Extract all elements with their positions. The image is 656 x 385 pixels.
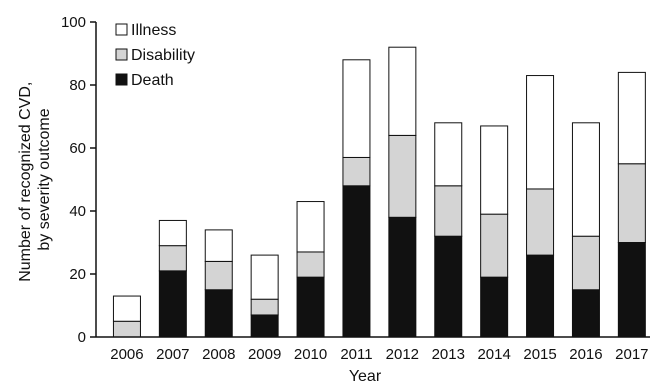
x-tick-label: 2015 <box>523 346 556 363</box>
bar-disability-2017 <box>617 163 646 243</box>
legend-label-disability: Disability <box>131 47 195 64</box>
y-tick-label: 80 <box>69 77 86 94</box>
bar-disability-2007 <box>158 245 187 272</box>
y-tick-label: 20 <box>69 266 86 283</box>
x-axis-title: Year <box>349 368 382 385</box>
bar-illness-2017 <box>617 71 646 165</box>
x-tick-label: 2017 <box>615 346 648 363</box>
y-axis-title-line-1: Number of recognized CVD, <box>17 82 34 282</box>
x-tick-label: 2008 <box>202 346 235 363</box>
bar-death-2017 <box>617 242 646 338</box>
x-tick-label: 2016 <box>569 346 602 363</box>
bar-death-2013 <box>434 235 463 338</box>
bar-disability-2016 <box>571 235 600 291</box>
legend-swatch-illness <box>115 23 128 36</box>
y-axis-title: Number of recognized CVD, by severity ou… <box>17 77 53 282</box>
bar-disability-2008 <box>204 260 233 291</box>
legend-swatch-disability <box>115 48 128 61</box>
bar-illness-2006 <box>112 295 141 322</box>
bar-illness-2008 <box>204 229 233 262</box>
bar-illness-2011 <box>342 59 371 158</box>
x-tick-label: 2013 <box>432 346 465 363</box>
bars-group <box>112 46 646 338</box>
bar-illness-2010 <box>296 201 325 253</box>
bar-death-2011 <box>342 185 371 338</box>
bar-disability-2006 <box>112 320 141 338</box>
x-tick-label: 2009 <box>248 346 281 363</box>
x-tick-label: 2012 <box>386 346 419 363</box>
legend: Illness Disability Death <box>115 22 195 89</box>
legend-label-illness: Illness <box>131 22 176 39</box>
bar-death-2007 <box>158 270 187 338</box>
bar-illness-2015 <box>526 75 555 190</box>
y-axis-title-line-2: by severity outcome <box>36 108 53 250</box>
bar-disability-2013 <box>434 185 463 237</box>
bar-illness-2007 <box>158 219 187 247</box>
axes-group <box>95 22 650 338</box>
bar-death-2009 <box>250 314 279 338</box>
bar-illness-2013 <box>434 122 463 187</box>
x-ticks-group: 2006 2007 2008 2009 2010 2011 2012 2013 2014 2015… <box>110 346 648 363</box>
bar-death-2010 <box>296 276 325 338</box>
x-tick-label: 2007 <box>156 346 189 363</box>
bar-death-2016 <box>571 289 600 338</box>
x-tick-label: 2011 <box>340 346 372 363</box>
bar-disability-2015 <box>526 188 555 256</box>
x-tick-label: 2010 <box>294 346 327 363</box>
bar-death-2012 <box>388 216 417 338</box>
legend-swatch-death <box>115 73 128 86</box>
bar-disability-2010 <box>296 251 325 278</box>
bar-death-2008 <box>204 289 233 338</box>
y-ticks-group: 0 20 40 60 80 100 <box>61 14 96 346</box>
bar-illness-2016 <box>571 122 600 237</box>
x-tick-label: 2006 <box>110 346 143 363</box>
bar-death-2015 <box>526 254 555 338</box>
bar-illness-2014 <box>480 125 509 215</box>
bar-death-2014 <box>480 276 509 338</box>
bar-disability-2014 <box>480 213 509 278</box>
bar-illness-2012 <box>388 46 417 136</box>
y-tick-label: 100 <box>61 14 86 31</box>
bar-disability-2012 <box>388 134 417 218</box>
y-tick-label: 40 <box>69 203 86 220</box>
y-tick-label: 60 <box>69 140 86 157</box>
x-tick-label: 2014 <box>477 346 510 363</box>
legend-label-death: Death <box>131 72 174 89</box>
bar-illness-2009 <box>250 254 279 300</box>
bar-disability-2011 <box>342 156 371 187</box>
y-tick-label: 0 <box>78 329 86 346</box>
bar-disability-2009 <box>250 298 279 316</box>
